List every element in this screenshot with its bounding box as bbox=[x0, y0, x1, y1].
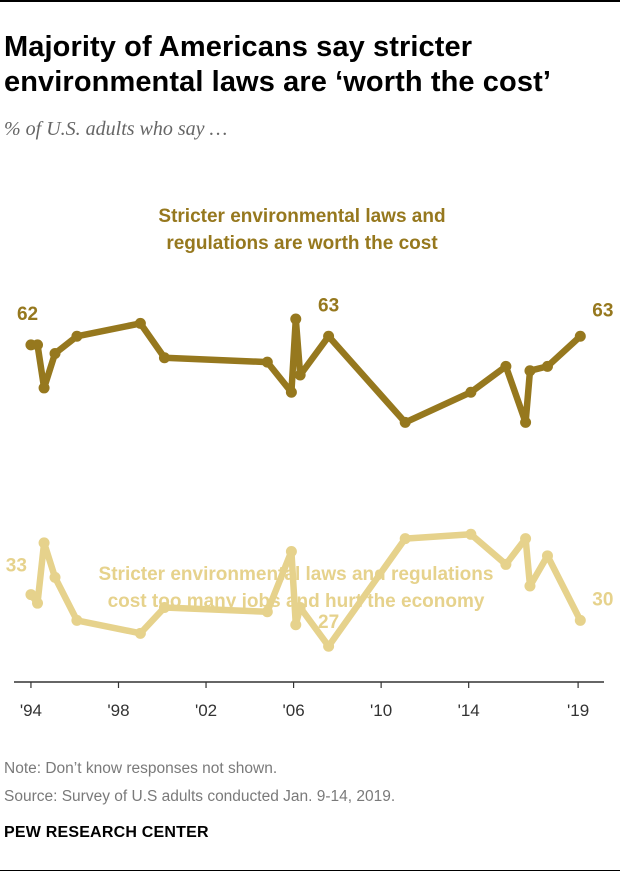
data-point bbox=[49, 347, 61, 359]
top-rule bbox=[0, 0, 620, 2]
chart-title: Majority of Americans say stricter envir… bbox=[4, 31, 551, 98]
data-point bbox=[574, 614, 586, 626]
x-tick-label: '98 bbox=[107, 701, 129, 720]
data-point bbox=[134, 317, 146, 329]
data-point bbox=[32, 597, 44, 609]
data-point bbox=[465, 528, 477, 540]
data-point bbox=[520, 533, 532, 545]
series-label-1: Stricter environmental laws and bbox=[158, 206, 445, 227]
chart-subtitle: % of U.S. adults who say … bbox=[4, 118, 228, 140]
data-label: 63 bbox=[318, 295, 339, 316]
bottom-rule bbox=[0, 870, 620, 871]
data-point bbox=[574, 330, 586, 342]
line-chart: '94 '98 '02 '06 '10 '14 '19 62 63 63 Stricter envi… bbox=[6, 206, 614, 720]
series-label-1: regulations are worth the cost bbox=[166, 233, 438, 254]
data-point bbox=[323, 330, 335, 342]
x-tick-label: '94 bbox=[20, 701, 42, 720]
data-point bbox=[399, 416, 411, 428]
data-point bbox=[285, 546, 297, 558]
pew-logo-text: PEW RESEARCH CENTER bbox=[4, 824, 209, 841]
data-point bbox=[285, 386, 297, 398]
data-point bbox=[134, 627, 146, 639]
data-point bbox=[520, 416, 532, 428]
x-tick-label: '19 bbox=[567, 701, 589, 720]
series-label-2: Stricter environmental laws and regulati… bbox=[99, 564, 494, 585]
x-tick-label: '06 bbox=[283, 701, 305, 720]
data-point bbox=[323, 640, 335, 652]
data-point bbox=[399, 533, 411, 545]
data-label: 63 bbox=[592, 300, 613, 321]
data-point bbox=[541, 550, 553, 562]
data-label: 33 bbox=[6, 556, 27, 577]
data-point bbox=[294, 369, 306, 381]
data-point bbox=[261, 356, 273, 368]
x-tick-label: '02 bbox=[195, 701, 217, 720]
data-label: 30 bbox=[592, 589, 613, 610]
data-point bbox=[294, 601, 306, 613]
data-point bbox=[290, 619, 302, 631]
data-label: 27 bbox=[318, 612, 339, 633]
data-point bbox=[261, 606, 273, 618]
source-text: Source: Survey of U.S adults conducted J… bbox=[4, 788, 396, 805]
data-point bbox=[71, 614, 83, 626]
data-point bbox=[71, 330, 83, 342]
data-point bbox=[500, 558, 512, 570]
data-point bbox=[500, 360, 512, 372]
series-line-1 bbox=[27, 315, 584, 426]
data-point bbox=[524, 580, 536, 592]
data-point bbox=[158, 352, 170, 364]
data-point bbox=[541, 360, 553, 372]
data-label: 62 bbox=[17, 304, 38, 325]
data-point bbox=[38, 382, 50, 394]
data-point bbox=[49, 571, 61, 583]
data-point bbox=[158, 601, 170, 613]
data-point bbox=[38, 537, 50, 549]
data-point bbox=[25, 589, 37, 601]
x-tick-label: '10 bbox=[370, 701, 392, 720]
series-label-2: cost too many jobs and hurt the economy bbox=[108, 591, 485, 612]
data-point bbox=[290, 313, 302, 325]
data-point bbox=[32, 339, 44, 351]
data-point bbox=[465, 386, 477, 398]
note-text: Note: Don’t know responses not shown. bbox=[4, 760, 278, 777]
data-point bbox=[524, 365, 536, 377]
x-tick-label: '14 bbox=[458, 701, 480, 720]
